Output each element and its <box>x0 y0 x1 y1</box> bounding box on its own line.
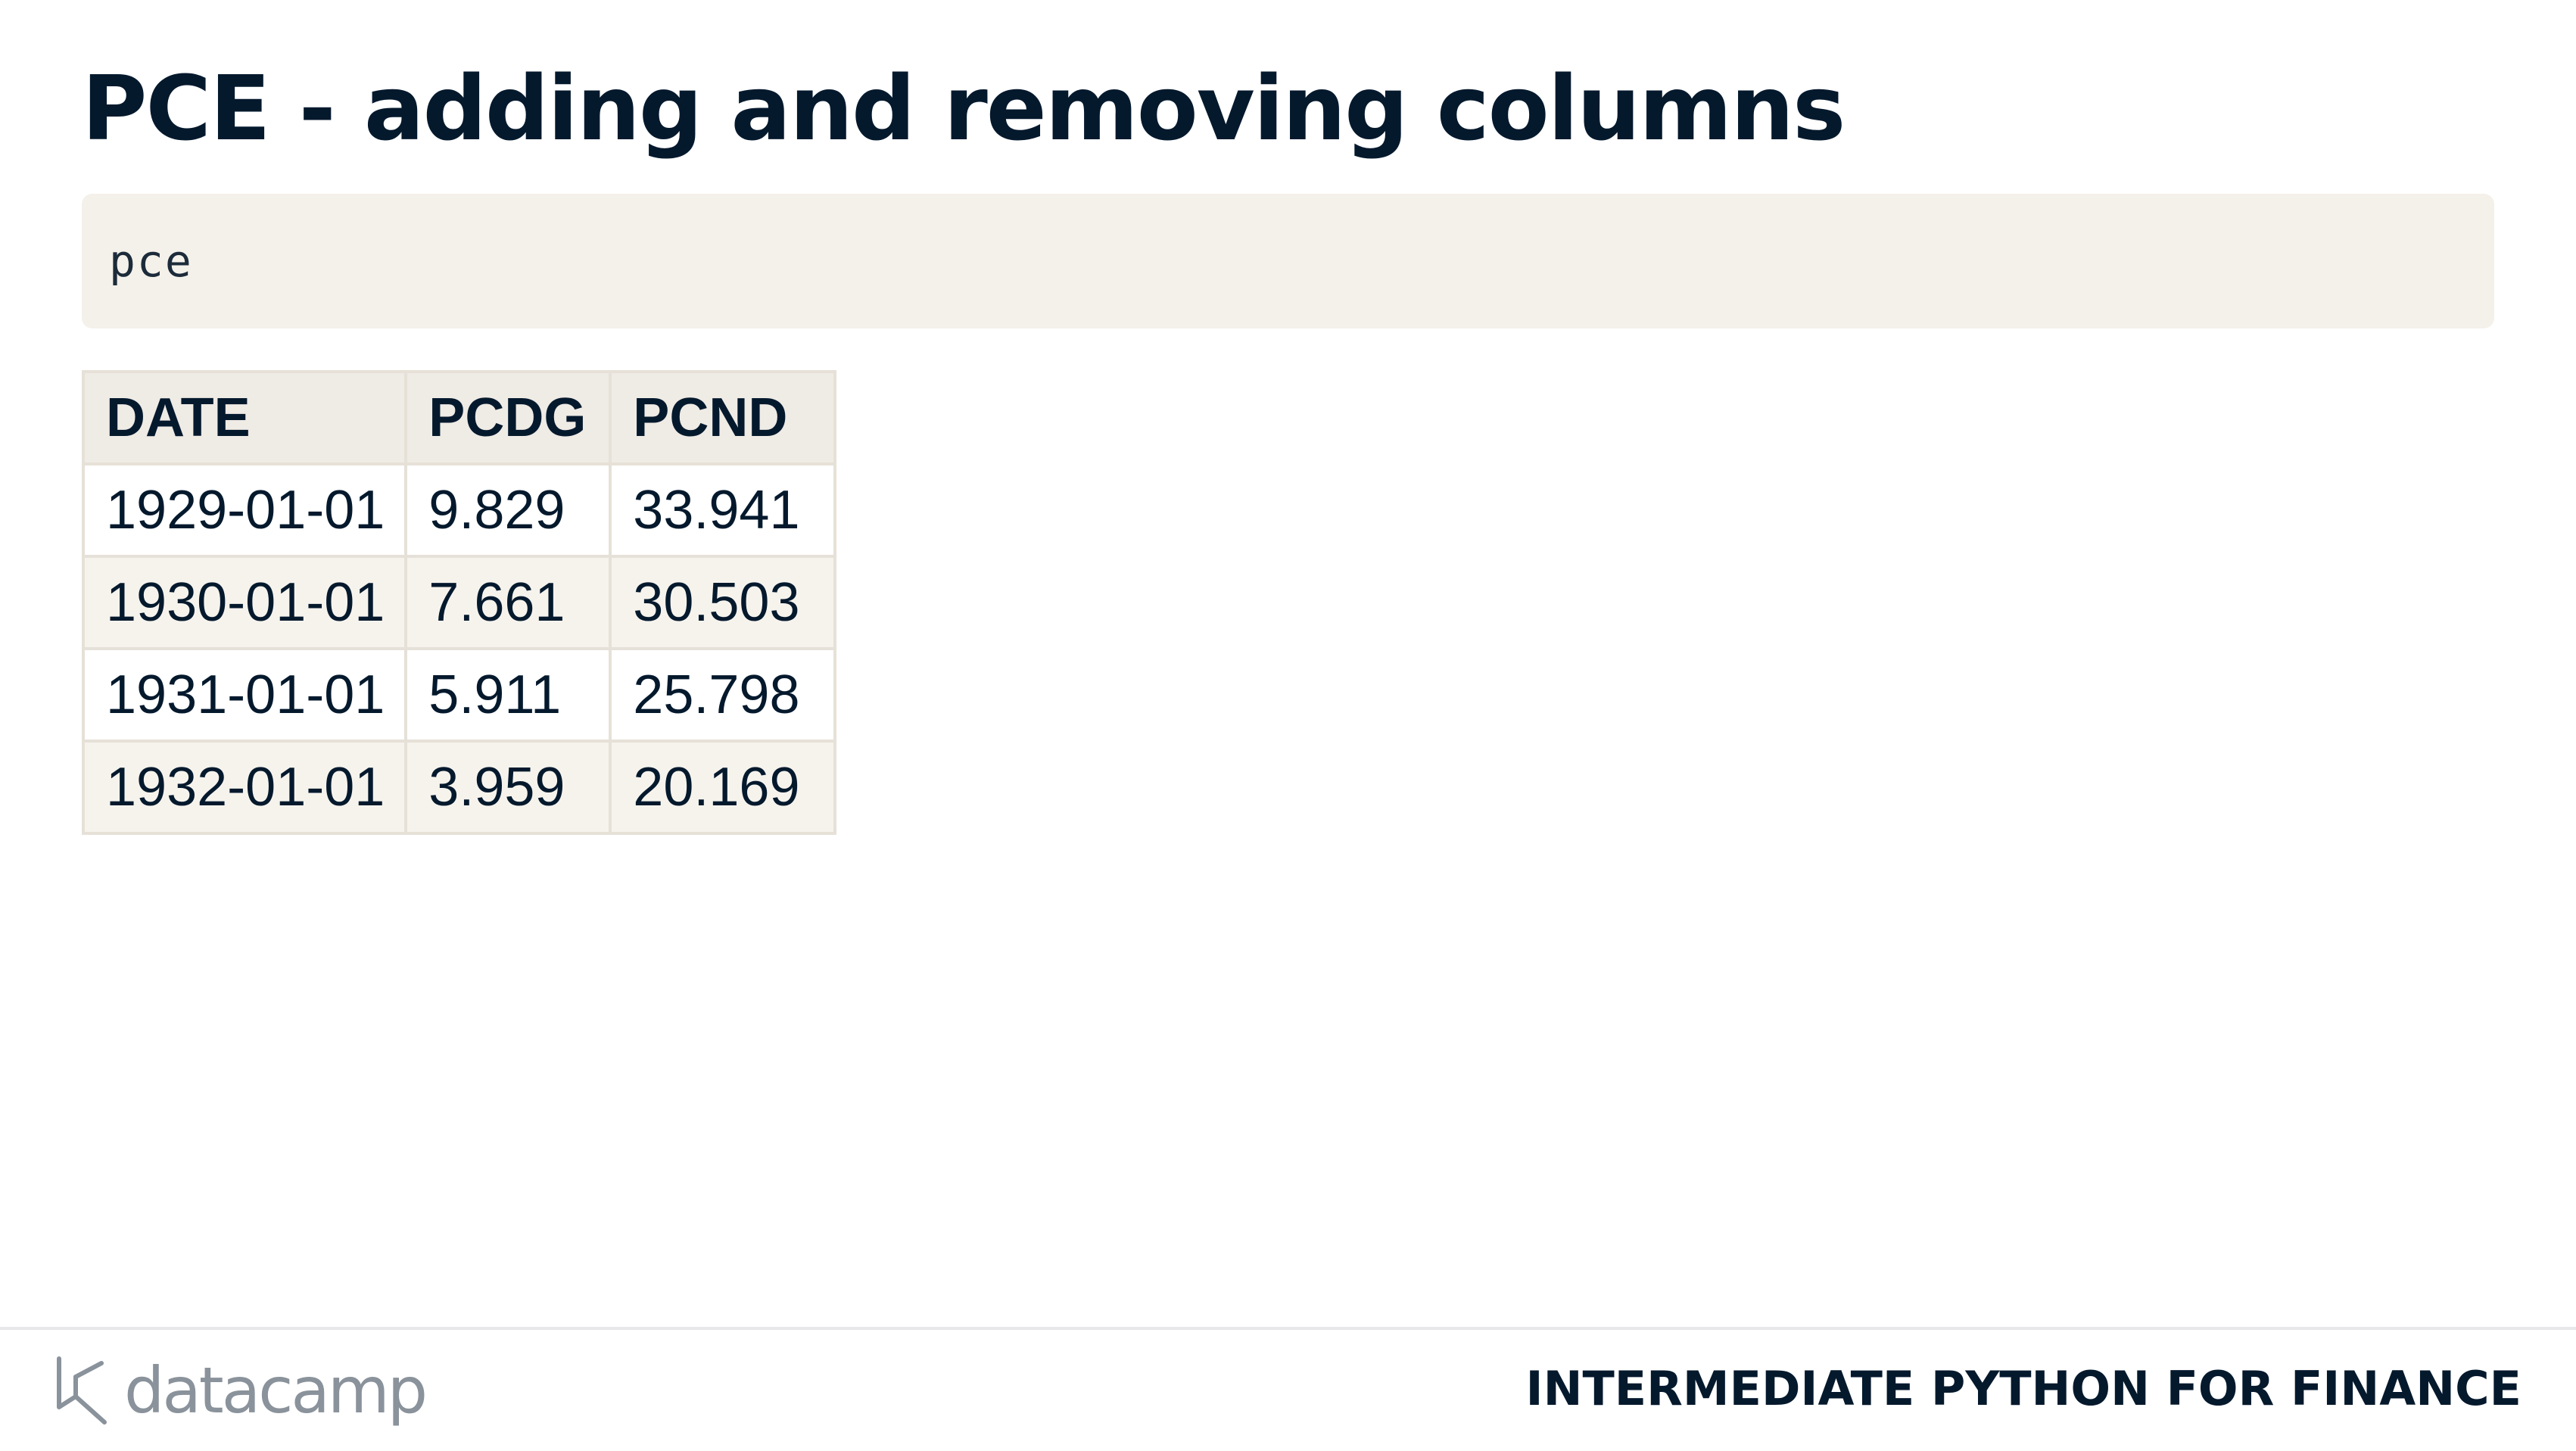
course-name: INTERMEDIATE PYTHON FOR FINANCE <box>1525 1361 2521 1416</box>
table-row: 1931-01-01 5.911 25.798 <box>81 647 837 743</box>
code-block: pce <box>82 194 2494 328</box>
table-row: 1932-01-01 3.959 20.169 <box>81 740 837 835</box>
cell-date: 1930-01-01 <box>81 555 408 650</box>
code-text: pce <box>109 235 193 287</box>
column-header-pcnd: PCND <box>609 370 837 466</box>
cell-pcdg: 7.661 <box>404 555 612 650</box>
cell-pcnd: 20.169 <box>609 740 837 835</box>
cell-pcdg: 3.959 <box>404 740 612 835</box>
cell-pcnd: 25.798 <box>609 647 837 743</box>
cell-pcdg: 5.911 <box>404 647 612 743</box>
column-header-pcdg: PCDG <box>404 370 612 466</box>
logo-text: datacamp <box>124 1353 428 1428</box>
column-header-date: DATE <box>81 370 408 466</box>
table-row: 1930-01-01 7.661 30.503 <box>81 555 837 650</box>
cell-date: 1931-01-01 <box>81 647 408 743</box>
footer-divider <box>0 1327 2576 1330</box>
cell-pcnd: 33.941 <box>609 462 837 558</box>
table-row: 1929-01-01 9.829 33.941 <box>81 462 837 558</box>
slide-title: PCE - adding and removing columns <box>82 56 1846 160</box>
table-header-row: DATE PCDG PCND <box>81 370 837 466</box>
dataframe-table: DATE PCDG PCND 1929-01-01 9.829 33.941 1… <box>81 370 837 835</box>
cell-pcnd: 30.503 <box>609 555 837 650</box>
cell-date: 1929-01-01 <box>81 462 408 558</box>
cell-pcdg: 9.829 <box>404 462 612 558</box>
datacamp-logo-icon <box>57 1356 107 1425</box>
datacamp-logo: datacamp <box>53 1349 428 1432</box>
cell-date: 1932-01-01 <box>81 740 408 835</box>
